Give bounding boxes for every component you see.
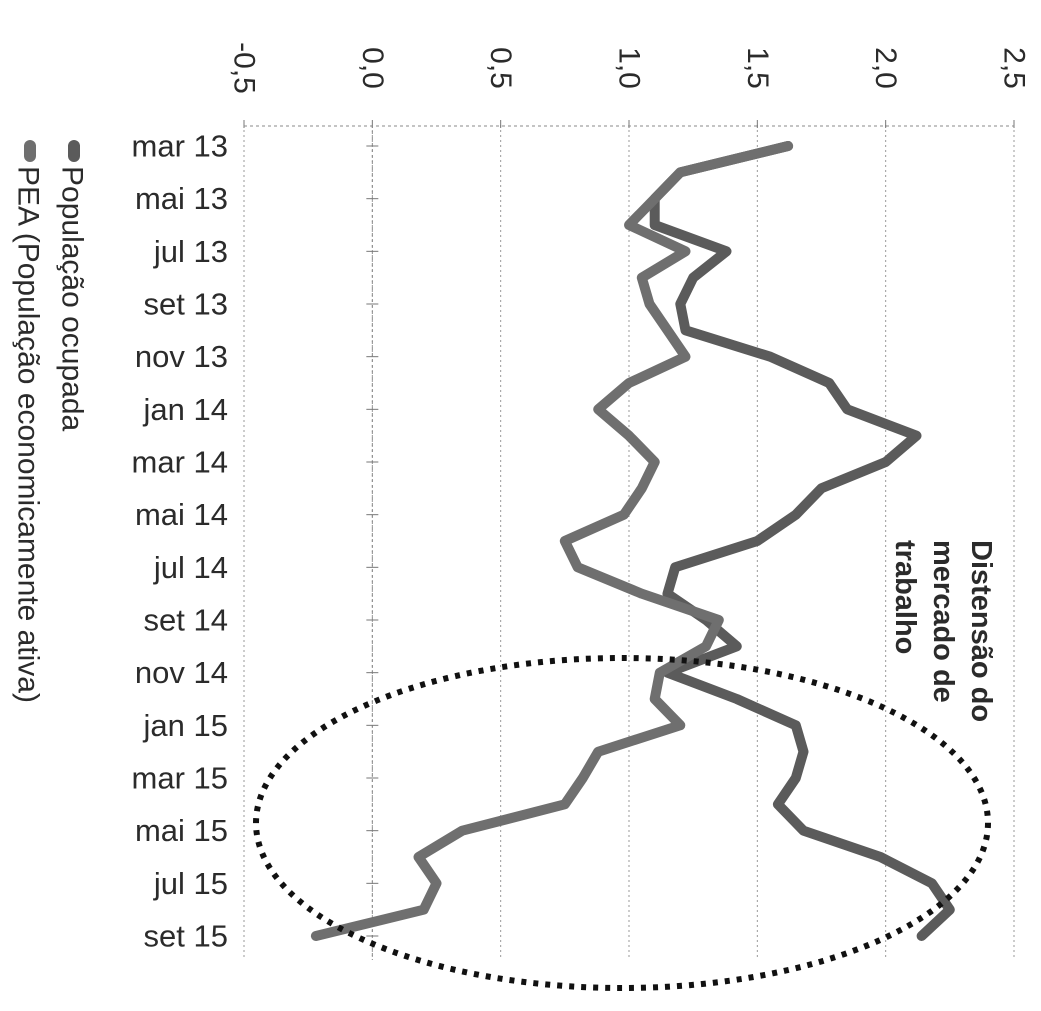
time-label: mar 14 [132, 445, 228, 480]
time-label: set 15 [144, 919, 228, 954]
annotation-text-line: trabalho [889, 540, 921, 654]
time-label: jan 14 [143, 392, 228, 427]
time-label: set 13 [144, 287, 228, 322]
annotation-text-line: Distensão do [965, 540, 997, 722]
time-label: nov 13 [135, 339, 228, 374]
annotation-text-line: mercado de [927, 540, 959, 703]
series-populacao-ocupada-line [649, 141, 955, 941]
time-label: set 14 [144, 603, 228, 638]
legend-swatch [24, 140, 36, 162]
series-pea-line [310, 141, 794, 941]
value-tick-label: 2,0 [869, 47, 902, 89]
legend-item: População ocupada [56, 140, 89, 432]
time-label: jul 14 [153, 550, 228, 585]
value-tick-label: 0,0 [356, 47, 389, 89]
legend-label: População ocupada [56, 166, 89, 432]
time-label: mar 13 [132, 129, 228, 164]
time-label: jan 15 [143, 708, 228, 743]
value-tick-label: 2,5 [998, 47, 1031, 89]
time-label: jul 13 [153, 234, 228, 269]
time-label: mai 14 [135, 497, 228, 532]
legend: População ocupada PEA (População economic… [12, 140, 89, 703]
legend-swatch [68, 140, 80, 162]
value-tick-label: -0,5 [228, 42, 261, 94]
highlight-ellipse [253, 655, 991, 991]
value-tick-label: 1,0 [613, 47, 646, 89]
time-label: mai 15 [135, 813, 228, 848]
time-label: mai 13 [135, 181, 228, 216]
series-layer [310, 141, 955, 941]
time-label: nov 14 [135, 655, 228, 690]
value-tick-label: 0,5 [484, 47, 517, 89]
value-tick-label: 1,5 [741, 47, 774, 89]
legend-layer: População ocupada PEA (População economic… [12, 140, 89, 703]
axis-layer: -0,5 0,0 0,5 1,0 1,5 2,0 2,5 mar 13 mai 13 jul 13… [132, 42, 1031, 960]
legend-item: PEA (População economicamente ativa) [12, 140, 45, 703]
legend-label: PEA (População economicamente ativa) [12, 166, 45, 703]
time-label: mar 15 [132, 761, 228, 796]
time-label: jul 15 [153, 866, 228, 901]
